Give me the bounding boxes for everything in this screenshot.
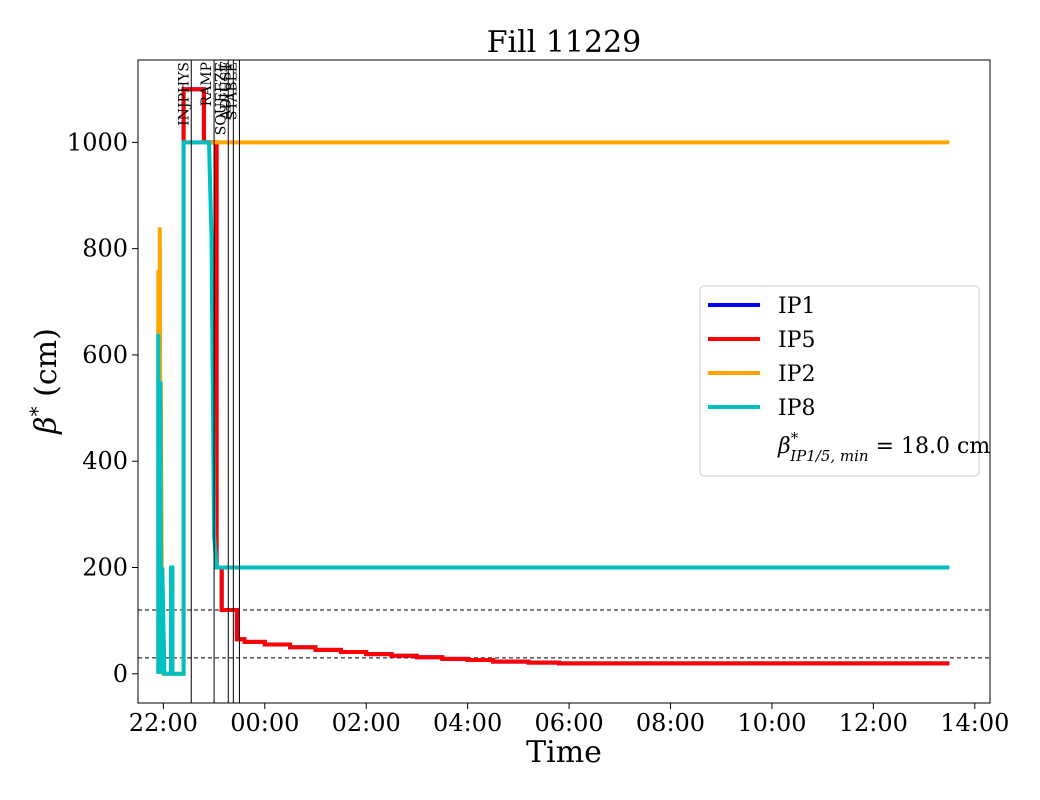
x-tick-label: 14:00 — [940, 709, 1009, 737]
x-tick-label: 12:00 — [839, 709, 908, 737]
x-axis-label: Time — [526, 735, 602, 770]
legend: IP1 IP5 IP2 IP8 β* IP1/5, min = 18.0 cm — [699, 285, 990, 477]
y-axis-label-unit: (cm) — [29, 328, 64, 406]
legend-label-ip1: IP1 — [778, 294, 816, 319]
y-tick-label: 400 — [82, 447, 128, 475]
x-tick-label: 00:00 — [230, 709, 299, 737]
legend-label-beta-min: β* IP1/5, min = 18.0 cm — [777, 429, 990, 465]
x-tick-label: 22:00 — [129, 709, 198, 737]
phase-label-adjust: ADJUST — [218, 61, 234, 120]
y-axis-label-symbol: β — [29, 416, 64, 434]
y-tick-label: 600 — [82, 341, 128, 369]
y-tick-label: 200 — [82, 553, 128, 581]
y-axis-label-star: * — [25, 406, 49, 416]
legend-box — [699, 285, 980, 477]
y-tick-label: 800 — [82, 235, 128, 263]
x-tick-label: 04:00 — [433, 709, 502, 737]
legend-label-ip5: IP5 — [778, 328, 816, 353]
y-tick-label: 0 — [113, 660, 128, 688]
chart-title: Fill 11229 — [487, 25, 642, 60]
x-tick-label: 02:00 — [332, 709, 401, 737]
series-line-ip8 — [156, 140, 950, 676]
y-tick-label: 1000 — [67, 128, 128, 156]
phase-label-ramp: RAMP — [199, 62, 215, 106]
legend-label-ip8: IP8 — [778, 396, 816, 421]
phase-label-stable: STABLE — [224, 62, 240, 120]
x-tick-label: 10:00 — [737, 709, 806, 737]
phase-label-injphys: INJPHYS — [176, 62, 192, 126]
y-axis-label: β* (cm) — [25, 328, 64, 435]
legend-label-ip2: IP2 — [778, 362, 816, 387]
x-tick-label: 06:00 — [534, 709, 603, 737]
x-tick-label: 08:00 — [636, 709, 705, 737]
plot-frame — [137, 59, 991, 704]
phase-label-squeeze: SQUEEZE — [213, 62, 229, 135]
axes: 22:00 00:00 02:00 04:00 06:00 08:00 10:00 12:00… — [67, 59, 1009, 737]
